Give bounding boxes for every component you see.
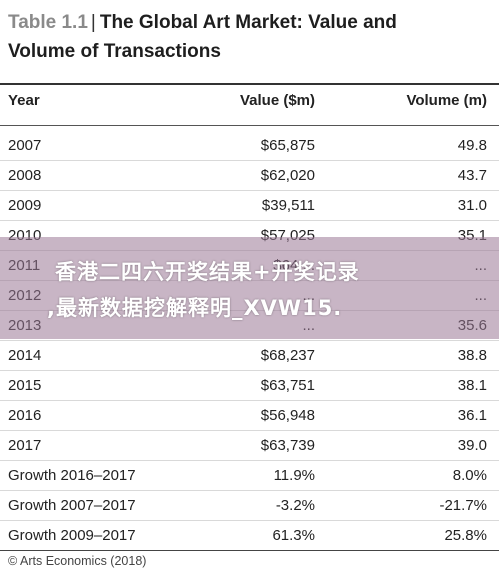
table-row: Growth 2007–2017 -3.2% -21.7% — [0, 491, 499, 521]
row-year: 2017 — [8, 437, 42, 454]
row-year: 2016 — [8, 407, 42, 424]
table-row: 2016 $56,948 36.1 — [0, 401, 499, 431]
watermark-text: 香港二四六开奖结果+开奖记录 ,最新数据挖解释明_XVW15. — [47, 254, 495, 326]
row-volume: 39.0 — [457, 437, 487, 454]
header-rule — [0, 125, 499, 126]
row-year: Growth 2016–2017 — [8, 467, 136, 484]
row-value: 11.9% — [273, 467, 315, 484]
row-volume: 36.1 — [457, 407, 487, 424]
row-volume: 38.1 — [457, 377, 487, 394]
header-year: Year — [8, 92, 40, 109]
table-label: Table 1.1 — [8, 12, 88, 33]
watermark-banner — [0, 237, 499, 339]
table-body: 2007 $65,875 49.8 2008 $62,020 43.7 2009 $39,51… — [0, 131, 499, 551]
row-volume: 8.0% — [452, 467, 487, 484]
row-value: $63,751 — [260, 377, 315, 394]
row-year: 2007 — [8, 137, 42, 154]
header-value: Value ($m) — [239, 92, 315, 109]
title-text-line-2: Volume of Transactions — [8, 41, 221, 62]
row-value: $65,875 — [260, 137, 315, 154]
row-volume: 43.7 — [457, 167, 487, 184]
table-header-row: Year Value ($m) Volume (m) — [0, 92, 499, 116]
table-row: 2009 $39,511 31.0 — [0, 191, 499, 221]
row-volume: 49.8 — [457, 137, 487, 154]
row-year: 2009 — [8, 197, 42, 214]
header-volume: Volume (m) — [406, 92, 487, 109]
table-row: Growth 2009–2017 61.3% 25.8% — [0, 521, 499, 551]
table-title: Table 1.1 | The Global Art Market: Value a… — [8, 8, 488, 66]
row-value: $68,237 — [260, 347, 315, 364]
title-text-line-1: The Global Art Market: Value and — [99, 12, 397, 33]
table-row: 2014 $68,237 38.8 — [0, 341, 499, 371]
row-value: $56,948 — [260, 407, 315, 424]
row-volume: 38.8 — [457, 347, 487, 364]
table-row: 2017 $63,739 39.0 — [0, 431, 499, 461]
source-note: © Arts Economics (2018) — [8, 554, 147, 568]
row-year: 2015 — [8, 377, 42, 394]
row-year: 2008 — [8, 167, 42, 184]
table-row: 2015 $63,751 38.1 — [0, 371, 499, 401]
table-row: 2008 $62,020 43.7 — [0, 161, 499, 191]
watermark-line-1: 香港二四六开奖结果+开奖记录 — [55, 260, 360, 284]
row-volume: 25.8% — [444, 527, 487, 544]
row-year: Growth 2007–2017 — [8, 497, 136, 514]
title-line-1: Table 1.1 | The Global Art Market: Value a… — [8, 8, 488, 37]
top-rule — [0, 83, 499, 85]
row-value: $63,739 — [260, 437, 315, 454]
table-row: Growth 2016–2017 11.9% 8.0% — [0, 461, 499, 491]
table-row: 2007 $65,875 49.8 — [0, 131, 499, 161]
row-volume: -21.7% — [439, 497, 487, 514]
row-value: $39,511 — [261, 197, 315, 214]
row-year: Growth 2009–2017 — [8, 527, 136, 544]
row-value: $62,020 — [260, 167, 315, 184]
row-volume: 31.0 — [457, 197, 487, 214]
row-value: -3.2% — [275, 497, 315, 514]
row-year: 2014 — [8, 347, 42, 364]
row-value: 61.3% — [272, 527, 315, 544]
title-separator: | — [90, 12, 96, 33]
watermark-line-2: ,最新数据挖解释明_XVW15. — [47, 296, 343, 320]
